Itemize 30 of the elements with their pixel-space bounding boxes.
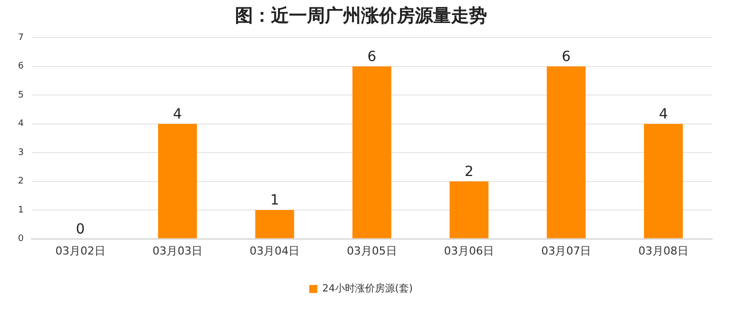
x-tick-label: 03月02日 xyxy=(55,244,106,258)
legend-label: 24小时涨价房源(套) xyxy=(322,282,413,295)
y-tick-label: 3 xyxy=(18,148,24,158)
x-tick-label: 03月05日 xyxy=(346,244,397,258)
x-tick-label: 03月03日 xyxy=(152,244,202,258)
data-label: 4 xyxy=(173,106,182,122)
y-tick-label: 7 xyxy=(18,32,24,43)
y-tick-label: 0 xyxy=(18,234,24,244)
data-label: 4 xyxy=(658,106,668,122)
y-tick-label: 1 xyxy=(18,205,24,216)
data-label: 6 xyxy=(367,48,376,65)
y-tick-label: 6 xyxy=(18,62,24,72)
bar xyxy=(158,124,197,238)
bar xyxy=(644,124,683,238)
data-label: 0 xyxy=(76,221,85,238)
chart-title: 图：近一周广州涨价房源量走势 xyxy=(235,5,487,26)
x-tick-label: 03月07日 xyxy=(541,244,592,258)
data-label: 1 xyxy=(270,192,280,209)
y-tick-label: 5 xyxy=(18,90,24,100)
data-label: 2 xyxy=(464,164,474,180)
x-tick-label: 03月04日 xyxy=(250,244,300,258)
y-tick-label: 4 xyxy=(18,119,24,130)
bar xyxy=(352,66,392,238)
bar xyxy=(546,66,586,238)
x-tick-label: 03月08日 xyxy=(638,244,688,258)
data-label: 6 xyxy=(562,48,571,65)
bar xyxy=(255,210,294,238)
bar xyxy=(450,181,488,238)
x-tick-label: 03月06日 xyxy=(444,244,494,258)
y-tick-label: 2 xyxy=(18,176,24,187)
